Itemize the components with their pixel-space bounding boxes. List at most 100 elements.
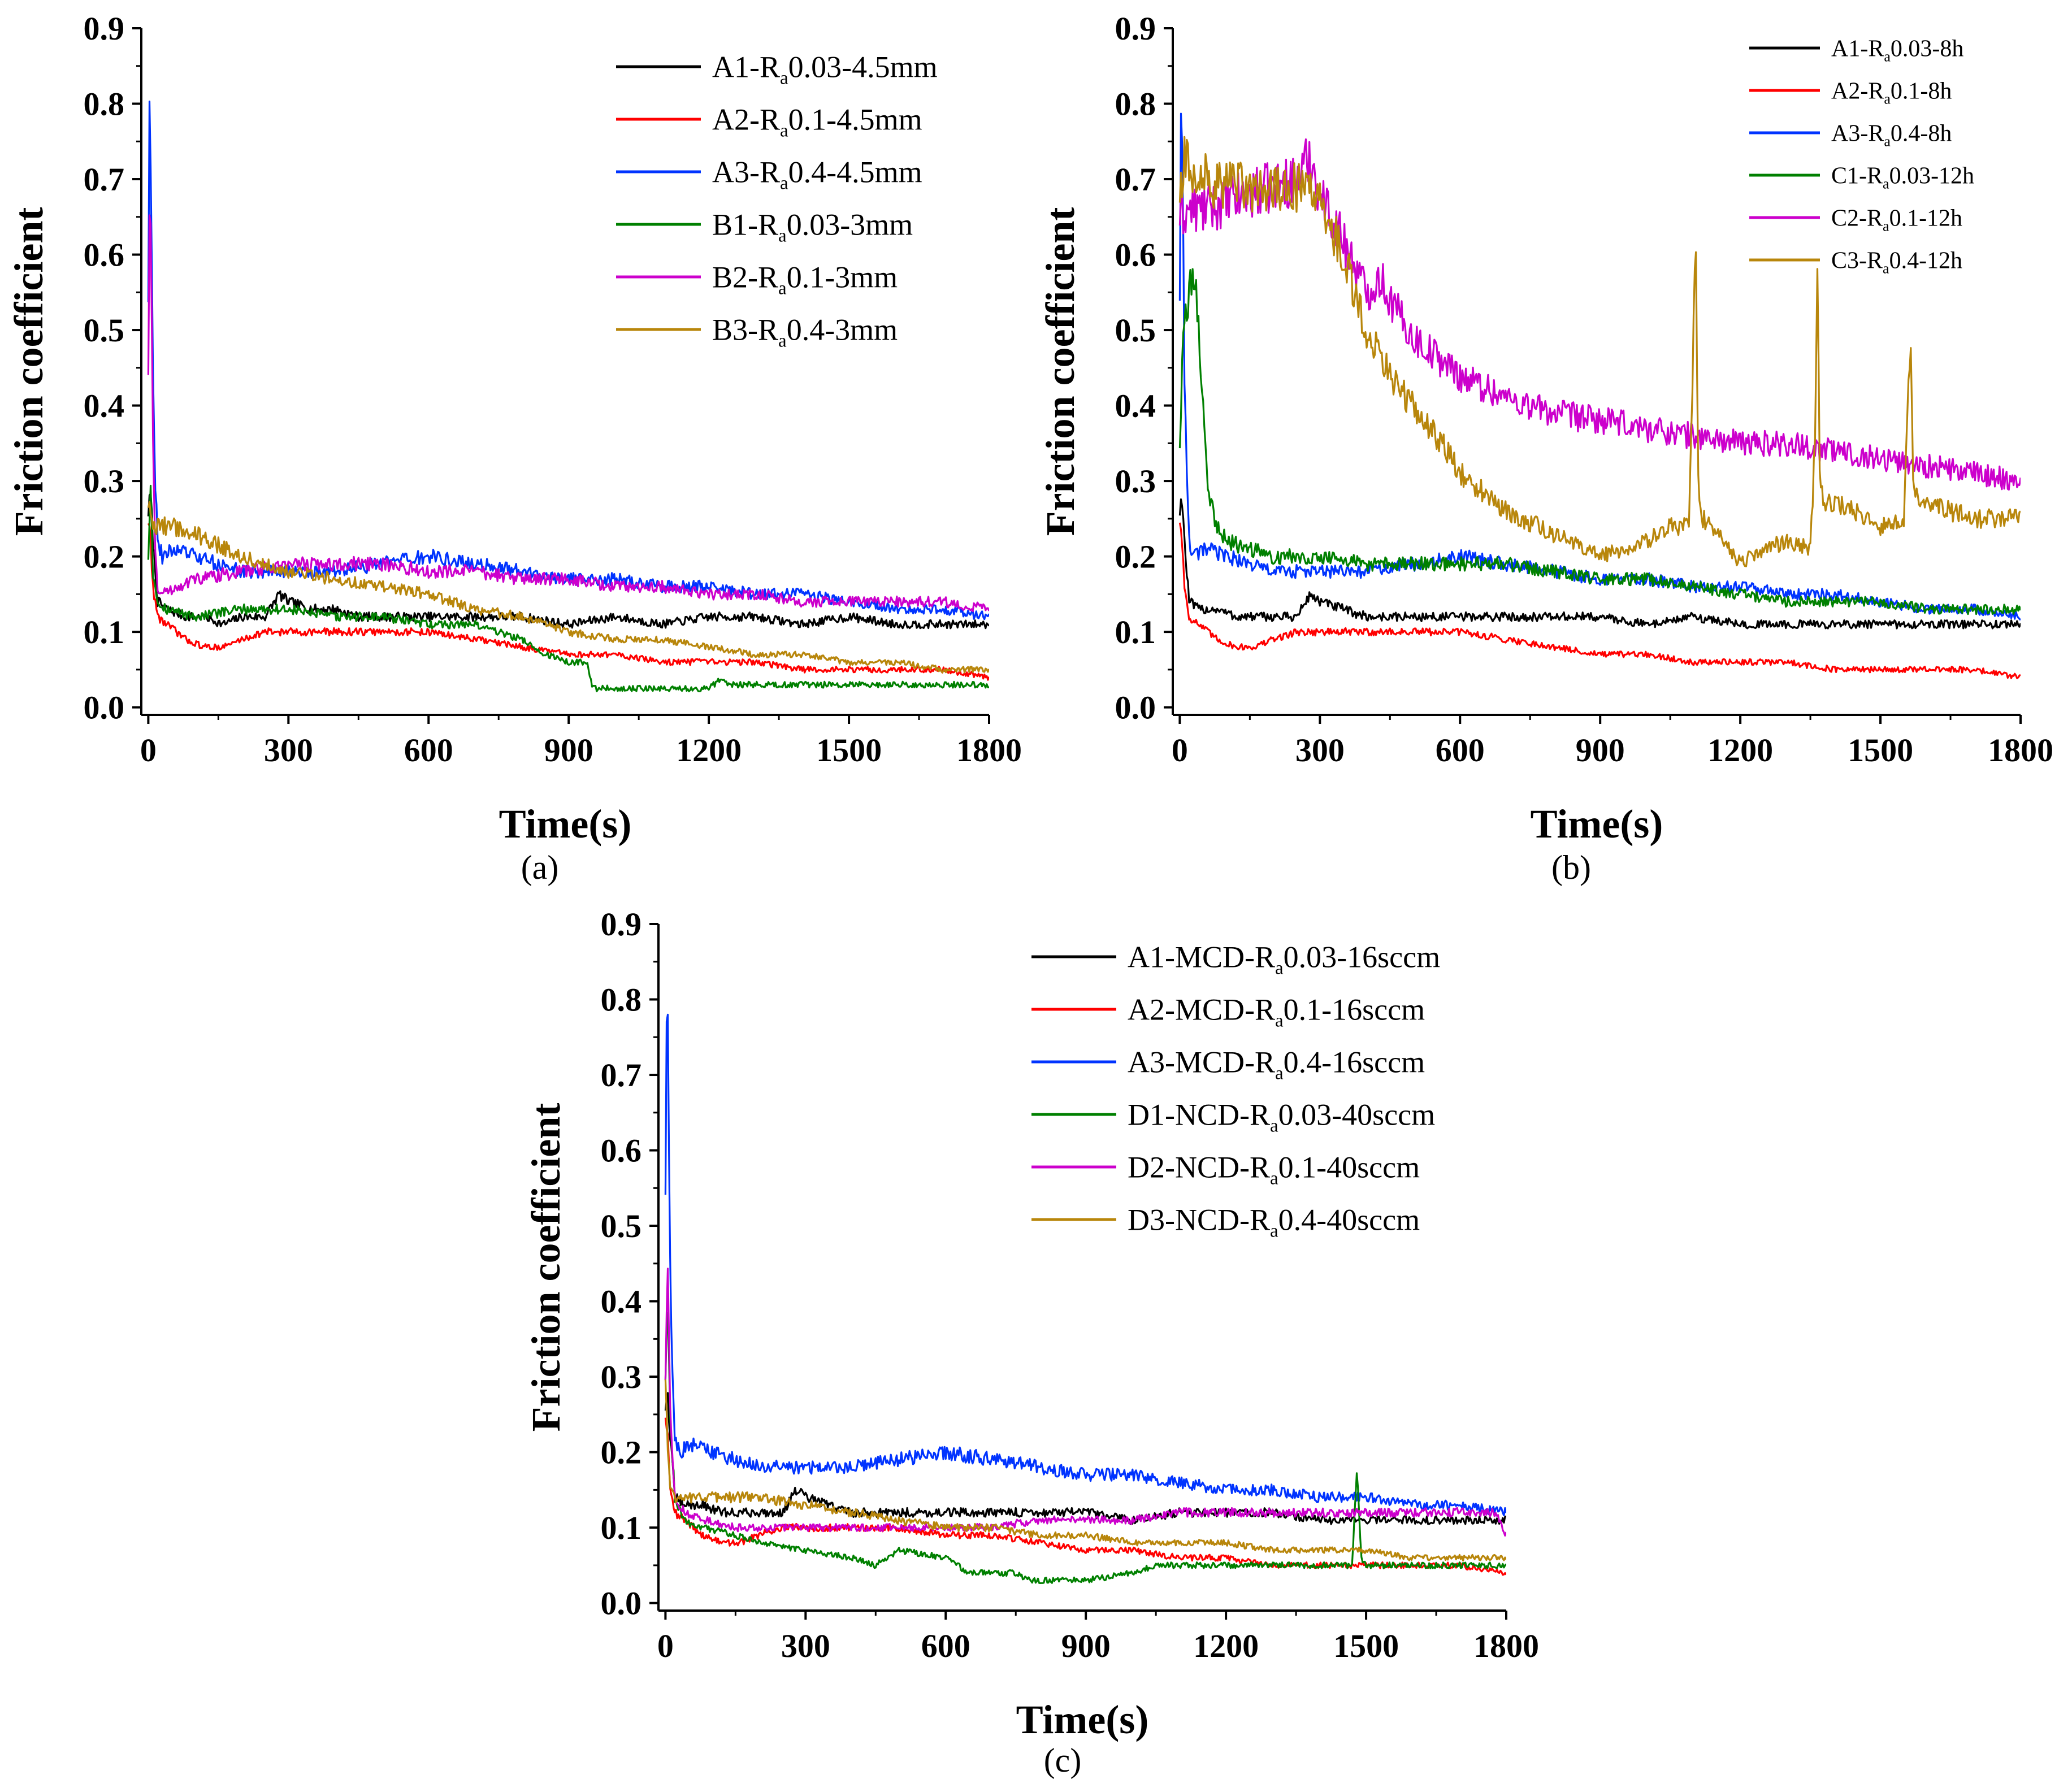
series-line-A2-Ra0.1-4.5mm — [147, 523, 989, 681]
legend-label-main: B3-R — [712, 313, 778, 346]
y-axis-title: Friction coefficient — [523, 1103, 569, 1432]
legend-item: A3-Ra0.4-8h — [1749, 120, 1952, 149]
x-tick-label: 600 — [1436, 732, 1485, 769]
y-tick-label: 0.7 — [84, 161, 125, 198]
chart-panel-2: 0.0 0.1 0.2 0.3 0.4 0.5 0.6 0.7 0.8 0.9 0 300 600 900… — [1038, 10, 2053, 847]
legend-label-rest: 0.1-40sccm — [1278, 1150, 1420, 1184]
legend-item: D1-NCD-Ra0.03-40sccm — [1031, 1097, 1435, 1136]
y-tick-label: 0.3 — [84, 463, 125, 500]
y-tick-label: 0.8 — [1115, 86, 1156, 123]
legend-label-main: A1-MCD-R — [1128, 940, 1275, 974]
legend-label-main: A1-R — [712, 50, 780, 84]
legend-label-rest: 0.03-16sccm — [1284, 940, 1440, 974]
y-tick-label: 0.8 — [601, 982, 642, 1018]
charts-root: 0.0 0.1 0.2 0.3 0.4 0.5 0.6 0.7 0.8 0.9 0 300 600 900… — [6, 10, 2053, 1742]
legend-label-subscript: a — [1883, 175, 1889, 192]
legend-item: A1-MCD-Ra0.03-16sccm — [1031, 940, 1440, 978]
panel-caption-c: (c) — [1044, 1742, 1082, 1779]
y-tick-label: 0.0 — [601, 1585, 642, 1622]
legend-label: A2-MCD-Ra0.1-16sccm — [1128, 992, 1425, 1031]
y-tick-label: 0.5 — [601, 1208, 642, 1244]
legend-label-rest: 0.1-16sccm — [1284, 992, 1425, 1026]
legend: A1-Ra0.03-4.5mmA2-Ra0.1-4.5mmA3-Ra0.4-4.… — [616, 50, 938, 351]
legend-label-subscript: a — [1275, 1063, 1284, 1083]
y-tick-label: 0.4 — [601, 1283, 642, 1320]
series-line-D1-NCD-Ra0.03-40sccm — [664, 1312, 1506, 1584]
series-line-A2-Ra0.1-8h — [1178, 522, 2021, 679]
legend-label: A3-Ra0.4-4.5mm — [712, 155, 922, 193]
y-tick-label: 0.5 — [84, 312, 125, 349]
legend-label-rest: 0.1-8h — [1891, 78, 1952, 104]
legend-label-main: D1-NCD-R — [1128, 1097, 1270, 1131]
legend-label-main: A2-MCD-R — [1128, 992, 1275, 1026]
legend-item: C2-Ra0.1-12h — [1749, 205, 1962, 234]
y-tick-label: 0.6 — [601, 1133, 642, 1169]
series-line-B2-Ra0.1-3mm — [147, 214, 989, 613]
legend-label: D2-NCD-Ra0.1-40sccm — [1128, 1150, 1420, 1188]
legend-label: A2-Ra0.1-4.5mm — [712, 102, 922, 141]
legend-label-rest: 0.4-40sccm — [1278, 1203, 1420, 1236]
legend-label-subscript: a — [778, 278, 787, 298]
legend-label-subscript: a — [1883, 218, 1889, 234]
legend-label-subscript: a — [1884, 48, 1891, 64]
legend-label-rest: 0.4-3mm — [787, 313, 898, 346]
legend-label-rest: 0.4-4.5mm — [788, 155, 922, 189]
legend-label-rest: 0.1-12h — [1889, 205, 1963, 231]
legend-label-rest: 0.03-8h — [1891, 36, 1964, 62]
y-tick-label: 0.2 — [601, 1434, 642, 1471]
legend-label-rest: 0.4-16sccm — [1284, 1045, 1425, 1079]
y-tick-label: 0.6 — [1115, 237, 1156, 274]
series-group — [1178, 112, 2021, 679]
y-tick-label: 0.4 — [84, 388, 125, 424]
legend-label-subscript: a — [780, 120, 788, 141]
legend-label-main: A3-R — [1831, 120, 1884, 146]
x-tick-label: 0 — [657, 1628, 674, 1664]
panel-caption-a: (a) — [521, 849, 559, 886]
legend-item: B1-Ra0.03-3mm — [616, 207, 913, 246]
series-line-A1-Ra0.03-4.5mm — [147, 492, 989, 630]
y-tick-label: 0.1 — [1115, 614, 1156, 650]
y-axis-title: Friction coefficient — [6, 207, 51, 536]
y-tick-label: 0.2 — [84, 539, 125, 575]
legend-label: A1-Ra0.03-8h — [1831, 36, 1963, 64]
legend-label-main: C3-R — [1831, 248, 1883, 274]
series-group — [664, 1013, 1506, 1584]
legend-label-main: A3-MCD-R — [1128, 1045, 1275, 1079]
legend-item: A1-Ra0.03-8h — [1749, 36, 1963, 64]
series-line-C1-Ra0.03-12h — [1178, 268, 2021, 615]
legend-label-main: C1-R — [1831, 163, 1883, 189]
series-line-B1-Ra0.03-3mm — [147, 484, 989, 693]
legend-item: D2-NCD-Ra0.1-40sccm — [1031, 1150, 1420, 1188]
y-tick-label: 0.5 — [1115, 312, 1156, 349]
legend-label-subscript: a — [1884, 90, 1891, 107]
legend-item: A2-MCD-Ra0.1-16sccm — [1031, 992, 1425, 1031]
legend-label: C3-Ra0.4-12h — [1831, 248, 1962, 276]
y-axis-title: Friction coefficient — [1038, 207, 1083, 536]
x-tick-label: 900 — [1061, 1628, 1111, 1664]
legend-label: D3-NCD-Ra0.4-40sccm — [1128, 1203, 1420, 1241]
chart-panel-1: 0.0 0.1 0.2 0.3 0.4 0.5 0.6 0.7 0.8 0.9 0 300 600 900… — [6, 10, 1022, 847]
x-tick-label: 1200 — [1707, 732, 1773, 769]
y-tick-label: 0.9 — [601, 906, 642, 943]
legend-label-main: B1-R — [712, 207, 778, 241]
legend-item: A2-Ra0.1-8h — [1749, 78, 1952, 107]
legend-label-subscript: a — [1884, 133, 1891, 149]
y-tick-label: 0.0 — [84, 689, 125, 726]
legend-label-subscript: a — [780, 173, 788, 193]
legend-label-subscript: a — [1883, 260, 1889, 276]
legend-label-subscript: a — [780, 68, 788, 88]
x-tick-label: 300 — [781, 1628, 830, 1664]
series-line-A3-MCD-Ra0.4-16sccm — [664, 1013, 1506, 1516]
legend-label-rest: 0.03-4.5mm — [788, 50, 938, 84]
x-axis-title: Time(s) — [499, 801, 632, 847]
legend-label-subscript: a — [778, 331, 787, 351]
legend-label: D1-NCD-Ra0.03-40sccm — [1128, 1097, 1435, 1136]
chart-panel-3: 0.0 0.1 0.2 0.3 0.4 0.5 0.6 0.7 0.8 0.9 0 300 600 900… — [523, 906, 1539, 1742]
x-tick-label: 300 — [1295, 732, 1345, 769]
x-tick-label: 600 — [404, 732, 453, 769]
legend-label-subscript: a — [1270, 1221, 1278, 1241]
series-line-A1-Ra0.03-8h — [1178, 498, 2021, 630]
y-tick-label: 0.4 — [1115, 388, 1156, 424]
legend-label: B1-Ra0.03-3mm — [712, 207, 913, 246]
